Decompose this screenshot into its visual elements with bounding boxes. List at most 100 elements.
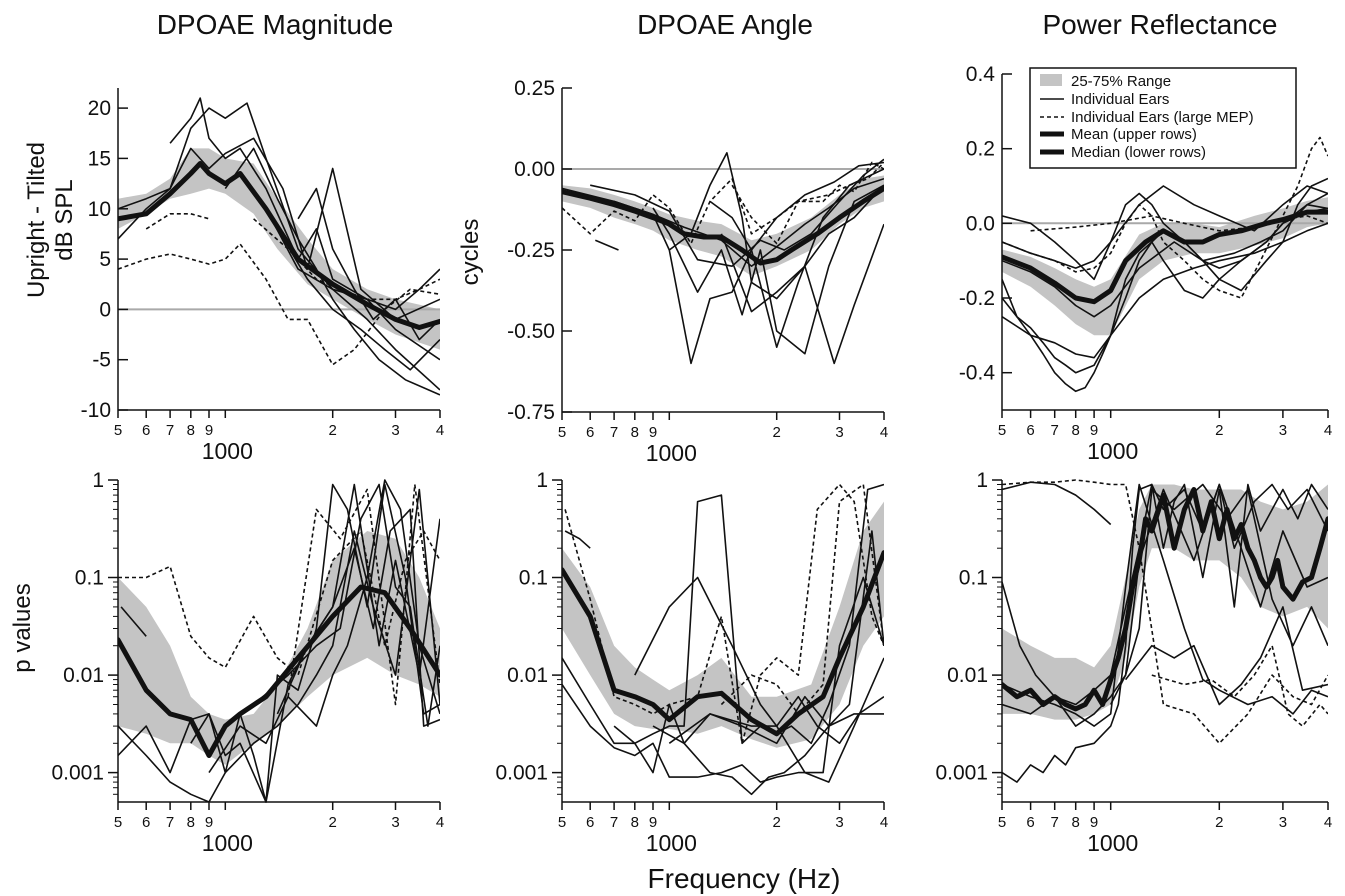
y-tick-label: 0.0 [966, 212, 995, 235]
plot-area [562, 483, 884, 796]
range-band [1002, 484, 1328, 720]
x-tick-label: 4 [880, 424, 888, 441]
individual-ear-line [668, 657, 884, 783]
y-tick-label: 0.1 [519, 567, 548, 590]
legend-label-individual-dashed: Individual Ears (large MEP) [1071, 109, 1254, 126]
x-tick-label: 2 [329, 814, 337, 831]
x-tick-label: 7 [610, 424, 618, 441]
y-tick-label: 0.001 [51, 762, 104, 785]
y-axis-label: cycles [457, 219, 484, 286]
x-tick-label: 6 [142, 422, 150, 439]
panel-p-reflectance: 1 0.1 0.01 0.001 5 6 7 8 9 2 3 4 1000 [935, 469, 1332, 856]
y-tick-label: 0.01 [947, 664, 988, 687]
plot-area [1002, 479, 1328, 783]
y-tick-label: -0.2 [959, 287, 995, 310]
individual-ear-line-large-mep [1002, 479, 1328, 745]
x-tick-label: 7 [1051, 422, 1059, 439]
median-line [562, 550, 884, 737]
median-line [1002, 487, 1328, 712]
x-tick-label-1000: 1000 [646, 440, 697, 466]
individual-ear-line [652, 184, 884, 355]
panel-power-reflectance: Power Reflectance 0.4 0.2 0.0 -0.2 -0.4 5 6 7 8 9… [959, 9, 1332, 464]
x-tick-label: 8 [631, 424, 639, 441]
x-tick-label: 6 [586, 814, 594, 831]
individual-ear-line-large-mep [1151, 644, 1328, 727]
individual-ear-line [1109, 483, 1328, 705]
x-tick-label: 8 [1072, 422, 1080, 439]
x-tick-label: 4 [1324, 422, 1332, 439]
y-tick-label: 0.1 [959, 567, 988, 590]
plot-area [1002, 136, 1328, 393]
x-tick-label-1000: 1000 [1087, 830, 1138, 856]
panel-p-angle: 1 0.1 0.01 0.001 5 6 7 8 9 2 3 4 1000 [495, 469, 888, 856]
legend-label-range: 25-75% Range [1071, 73, 1171, 90]
x-tick-label: 8 [187, 814, 195, 831]
y-tick-label: 0.25 [514, 77, 555, 100]
x-tick-label: 4 [880, 814, 888, 831]
plot-p-values-reflectance: 1 0.1 0.01 0.001 5 6 7 8 9 2 3 4 1000 [935, 469, 1332, 856]
individual-ear-line-large-mep [564, 483, 884, 745]
x-tick-label: 5 [998, 814, 1006, 831]
x-tick-label: 2 [773, 814, 781, 831]
panel-dpoae-angle: DPOAE Angle 0.25 0.00 -0.25 -0.50 -0.755 6 7 8 9… [457, 9, 888, 466]
x-tick-label: 5 [998, 422, 1006, 439]
y-tick-label: -5 [92, 349, 111, 372]
y-tick-label: 0.1 [75, 567, 104, 590]
y-tick-label: -0.75 [507, 401, 555, 424]
individual-ear-line [118, 137, 440, 321]
x-tick-label: 7 [166, 814, 174, 831]
legend-swatch-range [1040, 74, 1062, 86]
range-band [562, 175, 884, 276]
panel-title: DPOAE Magnitude [157, 9, 394, 40]
panel-title: DPOAE Angle [637, 9, 813, 40]
y-tick-label: 20 [88, 97, 111, 120]
legend: 25-75% Range Individual Ears Individual … [1029, 67, 1297, 169]
individual-ear-line-large-mep [287, 483, 440, 706]
x-tick-label: 3 [1279, 422, 1287, 439]
individual-ear-line-large-mep [118, 243, 440, 366]
x-tick-label-1000: 1000 [202, 438, 253, 464]
plot-area [118, 479, 440, 803]
mean-line [562, 185, 884, 266]
x-tick-label: 6 [1026, 814, 1034, 831]
individual-ear-line [613, 177, 884, 268]
individual-ear-line [276, 228, 440, 371]
x-tick-label: 8 [187, 422, 195, 439]
plot-p-values-angle: 1 0.1 0.01 0.001 5 6 7 8 9 2 3 4 1000 [495, 469, 888, 856]
individual-ear-line [1124, 606, 1328, 706]
x-tick-label-1000: 1000 [646, 830, 697, 856]
y-tick-label: 10 [88, 198, 111, 221]
x-tick-label: 4 [436, 814, 444, 831]
x-tick-label: 7 [610, 814, 618, 831]
x-tick-label: 6 [1026, 422, 1034, 439]
individual-ear-line [1002, 483, 1328, 783]
x-tick-label: 4 [1324, 814, 1332, 831]
y-tick-label: 0.001 [495, 762, 548, 785]
individual-ear-line [668, 152, 884, 300]
x-tick-label: 3 [1279, 814, 1287, 831]
individual-ear-line-large-mep [118, 530, 440, 676]
x-tick-label: 5 [114, 422, 122, 439]
x-tick-label: 3 [391, 814, 399, 831]
x-tick-label: 3 [391, 422, 399, 439]
individual-ear-line [564, 530, 591, 549]
x-tick-label: 7 [1051, 814, 1059, 831]
y-tick-label: -0.50 [507, 320, 555, 343]
y-tick-label: 15 [88, 147, 111, 170]
y-tick-label: 1 [92, 469, 104, 492]
x-tick-label: 3 [835, 424, 843, 441]
x-tick-label: 2 [773, 424, 781, 441]
range-band [562, 501, 884, 748]
individual-ear-line [720, 223, 884, 365]
y-axis-label: p values [9, 583, 36, 672]
x-tick-label: 2 [1215, 422, 1223, 439]
y-axis-label-line2: dB SPL [51, 179, 78, 260]
individual-ear-line [208, 479, 440, 774]
y-tick-label: 1 [536, 469, 548, 492]
x-tick-label: 5 [558, 814, 566, 831]
x-tick-label: 8 [631, 814, 639, 831]
individual-ear-line [562, 576, 884, 783]
individual-ear-line [1002, 481, 1112, 526]
individual-ear-line-large-mep [720, 483, 884, 715]
